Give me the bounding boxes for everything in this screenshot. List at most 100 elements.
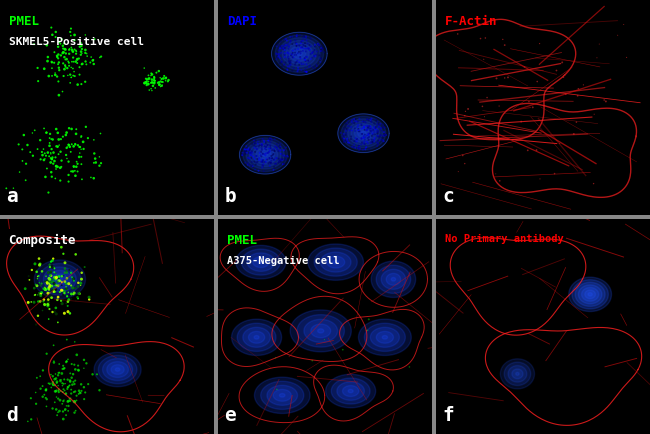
Point bbox=[341, 132, 351, 138]
Polygon shape bbox=[504, 362, 530, 385]
Point bbox=[60, 380, 70, 387]
Point bbox=[350, 116, 361, 123]
Point bbox=[143, 72, 153, 79]
Point bbox=[29, 299, 39, 306]
Point bbox=[79, 384, 89, 391]
Polygon shape bbox=[289, 46, 309, 61]
Point bbox=[68, 72, 79, 79]
Point bbox=[277, 156, 287, 163]
Point bbox=[18, 158, 28, 164]
Point bbox=[272, 41, 283, 48]
Point bbox=[296, 44, 306, 51]
Point bbox=[42, 279, 52, 286]
Point bbox=[64, 46, 75, 53]
Point bbox=[63, 402, 73, 409]
Point bbox=[276, 58, 287, 65]
Point bbox=[69, 388, 79, 395]
Point bbox=[272, 386, 282, 393]
Point bbox=[294, 48, 304, 55]
Point bbox=[291, 59, 301, 66]
Point bbox=[38, 298, 49, 305]
Point bbox=[257, 141, 267, 148]
Point bbox=[291, 51, 302, 58]
Point bbox=[34, 279, 45, 286]
Point bbox=[143, 81, 153, 88]
Point bbox=[45, 282, 55, 289]
Point bbox=[353, 145, 363, 151]
Point bbox=[244, 162, 255, 169]
Point bbox=[377, 127, 387, 134]
Point bbox=[71, 126, 81, 133]
Point bbox=[51, 375, 61, 382]
Point bbox=[280, 46, 290, 53]
Point bbox=[147, 76, 157, 83]
Point bbox=[65, 377, 75, 384]
Point bbox=[309, 65, 320, 72]
Point bbox=[460, 108, 471, 115]
Point bbox=[60, 269, 70, 276]
Point bbox=[44, 306, 55, 312]
Point bbox=[8, 185, 19, 192]
Point bbox=[257, 161, 267, 168]
Point bbox=[283, 63, 293, 70]
Point bbox=[143, 75, 153, 82]
Point bbox=[380, 131, 391, 138]
Point bbox=[237, 152, 248, 159]
Point bbox=[255, 142, 265, 149]
Point bbox=[32, 65, 43, 72]
Point bbox=[372, 132, 383, 139]
Point bbox=[47, 276, 57, 283]
Point bbox=[80, 46, 90, 53]
Point bbox=[47, 72, 57, 79]
Point bbox=[32, 282, 42, 289]
Text: b: b bbox=[224, 187, 236, 206]
Point bbox=[50, 388, 60, 395]
Point bbox=[62, 72, 73, 79]
Point bbox=[250, 148, 260, 155]
Point bbox=[242, 146, 252, 153]
Point bbox=[271, 56, 281, 63]
Point bbox=[20, 177, 31, 184]
Point bbox=[255, 149, 265, 156]
Point bbox=[66, 390, 77, 397]
Point bbox=[350, 138, 361, 145]
Point bbox=[304, 45, 314, 52]
Point bbox=[258, 162, 268, 169]
Polygon shape bbox=[358, 319, 411, 355]
Point bbox=[46, 155, 56, 161]
Point bbox=[140, 79, 151, 85]
Text: DAPI: DAPI bbox=[227, 15, 257, 28]
Point bbox=[280, 153, 291, 160]
Point bbox=[290, 46, 300, 53]
Point bbox=[59, 289, 70, 296]
Point bbox=[275, 157, 285, 164]
Point bbox=[47, 155, 57, 162]
Point bbox=[357, 139, 367, 146]
Polygon shape bbox=[304, 319, 337, 342]
Point bbox=[66, 386, 77, 393]
Point bbox=[47, 257, 58, 264]
Point bbox=[32, 312, 43, 319]
Point bbox=[57, 380, 68, 387]
Point bbox=[354, 147, 364, 154]
Point bbox=[48, 160, 58, 167]
Point bbox=[274, 47, 284, 54]
Point bbox=[265, 159, 276, 166]
Point bbox=[55, 289, 65, 296]
Point bbox=[54, 141, 64, 148]
Point bbox=[373, 137, 384, 144]
Point bbox=[278, 46, 289, 53]
Point bbox=[36, 289, 47, 296]
Point bbox=[14, 168, 25, 175]
Point bbox=[148, 79, 158, 86]
Point bbox=[80, 49, 90, 56]
Point bbox=[42, 301, 53, 308]
Point bbox=[47, 156, 57, 163]
Point bbox=[23, 299, 33, 306]
Polygon shape bbox=[588, 293, 592, 296]
Point bbox=[359, 140, 369, 147]
Point bbox=[51, 163, 62, 170]
Point bbox=[349, 138, 359, 145]
Point bbox=[142, 76, 152, 83]
Point bbox=[380, 131, 390, 138]
